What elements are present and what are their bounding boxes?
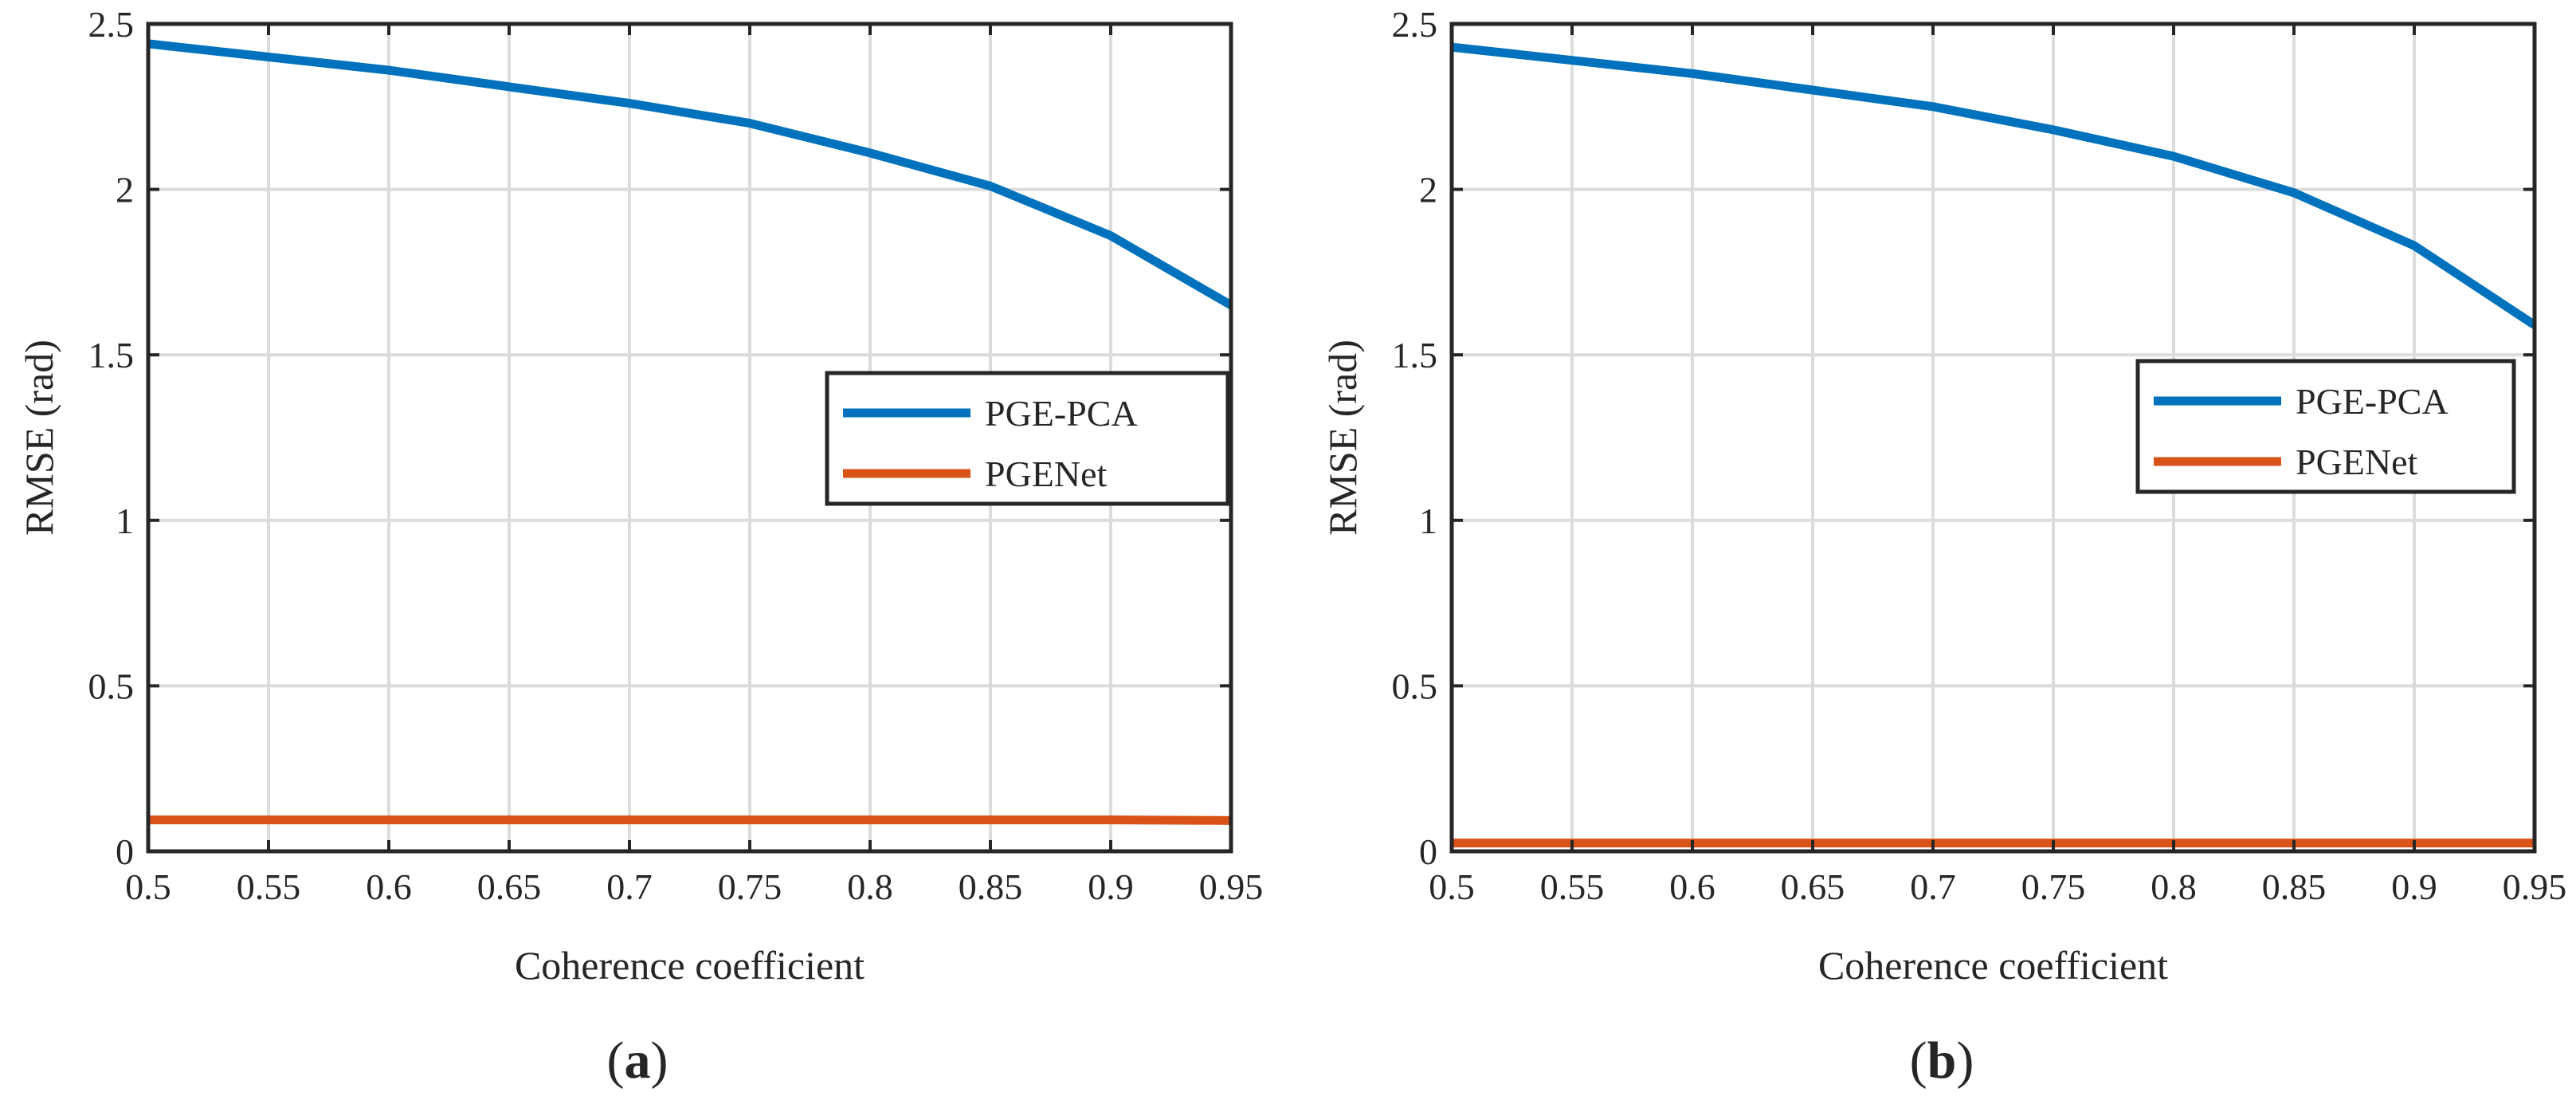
data-point-pge-pca — [629, 103, 630, 104]
data-point-pge-pca — [1110, 235, 1112, 237]
data-point-pge-pca — [388, 69, 390, 71]
series-line-pgenet — [148, 815, 1232, 825]
data-point-pgenet — [388, 819, 390, 821]
x-tick-label: 0.65 — [477, 866, 542, 907]
legend-box — [825, 371, 1230, 506]
x-tick-label: 0.8 — [847, 866, 893, 907]
data-point-pgenet — [629, 819, 630, 821]
x-tick-label: 0.85 — [2262, 866, 2327, 907]
data-point-pge-pca — [1932, 106, 1934, 108]
x-tick-label: 0.95 — [2503, 866, 2567, 907]
chart-panel-a: 0.5 0.55 0.6 0.65 0.7 0.75 0.8 0.85 0.9 0.9500.51… — [17, 4, 1263, 1090]
series-line-pge-pca — [147, 39, 1233, 309]
y-tick-label: 1.5 — [1392, 335, 1438, 375]
data-point-pge-pca — [749, 123, 751, 124]
x-tick-label: 0.75 — [718, 866, 782, 907]
y-tick-label: 2 — [116, 170, 134, 210]
data-point-pge-pca — [2053, 129, 2054, 131]
data-point-pgenet — [869, 819, 871, 821]
x-tick-label: 0.9 — [2391, 866, 2437, 907]
data-point-pge-pca — [990, 185, 991, 187]
x-tick-label: 0.6 — [366, 866, 412, 907]
x-tick-label: 0.5 — [1429, 866, 1475, 907]
data-point-pge-pca — [1571, 60, 1573, 61]
legend-label-pgenet: PGENet — [2296, 442, 2418, 482]
x-tick-label: 0.55 — [1540, 866, 1605, 907]
x-tick-label: 0.9 — [1088, 866, 1134, 907]
series-line-pge-pca — [1451, 42, 2538, 329]
legend-label-pge-pca: PGE-PCA — [985, 393, 1138, 434]
x-tick-label: 0.75 — [2021, 866, 2086, 907]
y-tick-label: 0 — [1419, 831, 1437, 872]
x-tick-label: 0.6 — [1669, 866, 1715, 907]
data-point-pge-pca — [1692, 73, 1693, 74]
y-tick-label: 0.5 — [88, 666, 135, 706]
x-axis-title: Coherence coefficient — [515, 943, 865, 988]
chart-panel-b: 0.5 0.55 0.6 0.65 0.7 0.75 0.8 0.85 0.9 0.9500.51… — [1320, 4, 2566, 1090]
legend-box — [2135, 359, 2516, 494]
panel-label: (a) — [607, 1031, 669, 1090]
y-tick-label: 2 — [1419, 170, 1437, 210]
legend: PGE-PCA PGENet — [825, 371, 1230, 506]
axes-box — [1449, 22, 2537, 854]
data-point-pge-pca — [869, 152, 871, 154]
data-point-pge-pca — [2293, 192, 2295, 194]
y-tick-label: 0.5 — [1392, 666, 1438, 706]
y-tick-label: 2.5 — [88, 4, 135, 45]
x-axis-title: Coherence coefficient — [1818, 943, 2168, 988]
x-tick-label: 0.5 — [125, 866, 171, 907]
x-tick-label: 0.95 — [1199, 866, 1264, 907]
y-tick-label: 1 — [1419, 501, 1437, 541]
data-point-pgenet — [1110, 819, 1112, 821]
y-axis-title: RMSE (rad) — [1320, 340, 1365, 536]
legend-label-pge-pca: PGE-PCA — [2296, 381, 2449, 422]
panel-label: (b) — [1910, 1031, 1974, 1090]
y-tick-label: 1.5 — [88, 335, 135, 375]
data-point-pgenet — [990, 819, 991, 821]
data-point-pgenet — [508, 819, 510, 821]
x-tick-label: 0.65 — [1781, 866, 1845, 907]
x-tick-label: 0.7 — [606, 866, 653, 907]
x-tick-label: 0.7 — [1910, 866, 1956, 907]
y-tick-label: 0 — [116, 831, 134, 872]
x-tick-label: 0.8 — [2151, 866, 2197, 907]
data-point-pge-pca — [508, 86, 510, 88]
legend-label-pgenet: PGENet — [985, 454, 1108, 494]
y-tick-label: 2.5 — [1392, 4, 1438, 45]
x-tick-label: 0.85 — [959, 866, 1023, 907]
data-point-pgenet — [749, 819, 751, 821]
legend: PGE-PCA PGENet — [2135, 359, 2516, 494]
y-tick-label: 1 — [116, 501, 134, 541]
y-axis-title: RMSE (rad) — [17, 340, 61, 536]
axes-box — [146, 22, 1233, 854]
x-tick-label: 0.55 — [237, 866, 301, 907]
